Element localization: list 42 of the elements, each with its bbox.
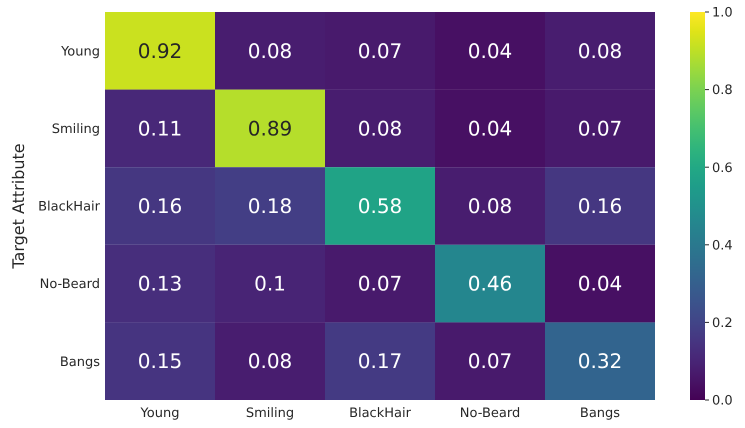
x-tick-label: Young bbox=[140, 406, 180, 421]
data-label: 0.16 bbox=[578, 194, 622, 218]
data-label: 0.15 bbox=[138, 349, 182, 374]
color-bar-label: 0.6 bbox=[712, 160, 733, 176]
data-label: 0.08 bbox=[248, 38, 292, 63]
data-label: 0.92 bbox=[138, 38, 182, 63]
data-label: 0.08 bbox=[468, 194, 512, 218]
data-label: 0.32 bbox=[578, 349, 622, 374]
data-label: 0.04 bbox=[468, 38, 512, 63]
color-bar-label: 1.0 bbox=[712, 6, 733, 21]
data-label: 0.08 bbox=[578, 38, 622, 63]
data-label: 0.11 bbox=[138, 116, 182, 140]
x-tick-label: No-Beard bbox=[460, 406, 520, 421]
data-label: 0.16 bbox=[138, 194, 182, 218]
data-label: 0.07 bbox=[578, 116, 622, 140]
x-tick-label: Bangs bbox=[580, 406, 620, 421]
data-label: 0.89 bbox=[248, 116, 292, 140]
data-label: 0.07 bbox=[358, 272, 402, 296]
data-label: 0.08 bbox=[358, 116, 402, 140]
y-axis-title: Target Attribute bbox=[9, 143, 28, 270]
data-label: 0.07 bbox=[468, 349, 512, 374]
y-tick-label: Smiling bbox=[52, 122, 100, 137]
y-tick-label: Bangs bbox=[60, 354, 100, 370]
data-label: 0.04 bbox=[468, 116, 512, 140]
data-label: 0.04 bbox=[578, 272, 622, 296]
data-label: 0.1 bbox=[254, 272, 286, 296]
y-tick-label: Young bbox=[60, 44, 100, 60]
data-label: 0.58 bbox=[358, 194, 402, 218]
x-tick-label: Smiling bbox=[246, 406, 294, 421]
data-label: 0.13 bbox=[138, 272, 182, 296]
data-label: 0.18 bbox=[248, 194, 292, 218]
data-label: 0.17 bbox=[358, 349, 402, 374]
data-label: 0.07 bbox=[358, 38, 402, 63]
data-label: 0.46 bbox=[468, 272, 512, 296]
data-label: 0.08 bbox=[248, 349, 292, 374]
y-tick-label: BlackHair bbox=[38, 200, 101, 215]
color-bar-label: 0.0 bbox=[712, 394, 733, 409]
x-tick-label: BlackHair bbox=[349, 406, 412, 421]
color-bar-label: 0.8 bbox=[712, 83, 733, 98]
y-tick-label: No-Beard bbox=[40, 277, 100, 292]
color-bar-label: 0.4 bbox=[712, 238, 733, 254]
color-bar-label: 0.2 bbox=[712, 316, 733, 331]
